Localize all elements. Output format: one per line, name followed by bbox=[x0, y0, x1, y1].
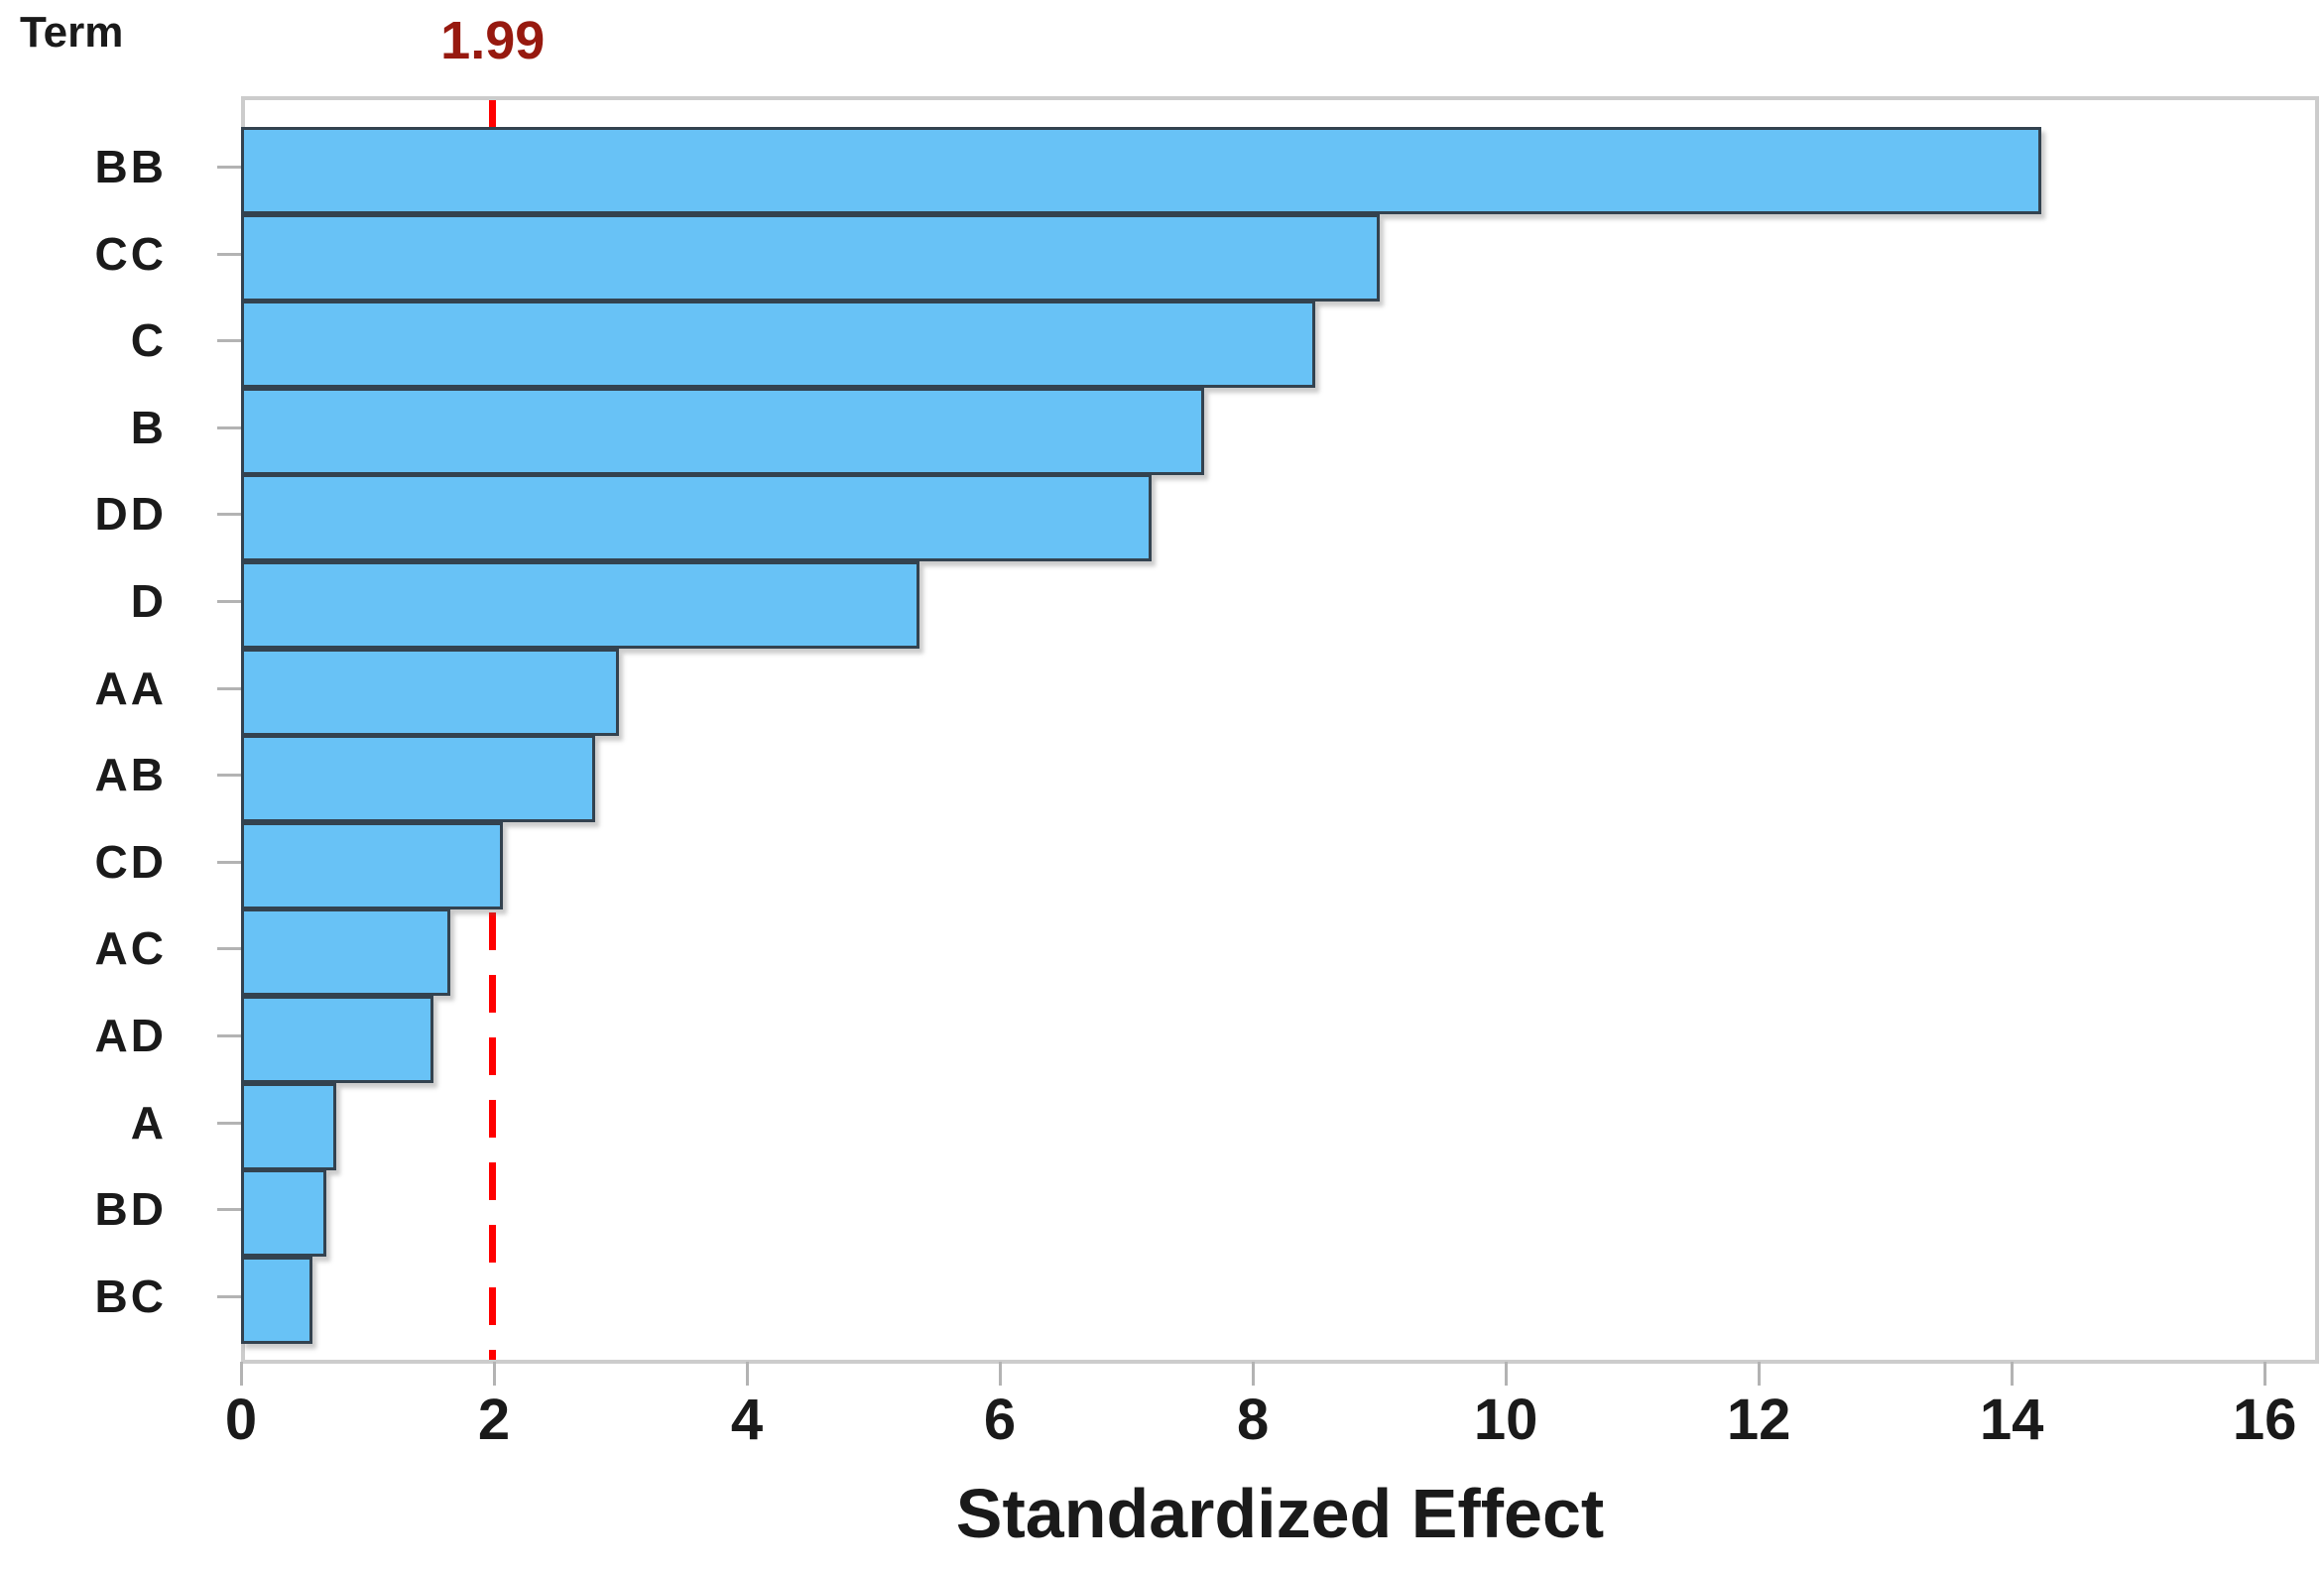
y-tick bbox=[217, 1208, 241, 1212]
bar-AC bbox=[241, 908, 450, 997]
x-tick-label-4: 4 bbox=[730, 1388, 764, 1452]
y-category-label-BC: BC bbox=[94, 1270, 167, 1322]
x-tick bbox=[2263, 1362, 2267, 1386]
bar-A bbox=[241, 1082, 336, 1170]
y-tick bbox=[217, 1034, 241, 1037]
bar-BD bbox=[241, 1169, 326, 1258]
y-tick bbox=[217, 425, 241, 429]
y-category-label-AC: AC bbox=[94, 922, 167, 975]
x-tick-label-0: 0 bbox=[224, 1388, 258, 1452]
y-category-label-AD: AD bbox=[94, 1010, 167, 1061]
y-tick bbox=[217, 860, 241, 864]
y-category-label-BD: BD bbox=[94, 1183, 167, 1236]
y-category-label-A: A bbox=[130, 1096, 167, 1149]
y-tick bbox=[217, 686, 241, 690]
bar-CC bbox=[241, 213, 1380, 302]
y-category-label-B: B bbox=[130, 401, 167, 453]
x-axis-title: Standardized Effect bbox=[955, 1475, 1605, 1552]
bar-BB bbox=[241, 127, 2041, 214]
y-tick bbox=[217, 166, 241, 169]
x-tick-label-6: 6 bbox=[983, 1388, 1017, 1452]
y-axis-title: Term bbox=[20, 8, 124, 57]
x-tick bbox=[999, 1362, 1003, 1386]
bar-C bbox=[241, 301, 1315, 389]
bar-AA bbox=[241, 648, 620, 736]
bar-CD bbox=[241, 821, 504, 909]
x-tick-label-16: 16 bbox=[2232, 1388, 2297, 1452]
x-tick bbox=[2011, 1362, 2015, 1386]
x-tick-label-8: 8 bbox=[1236, 1388, 1270, 1452]
y-tick bbox=[217, 252, 241, 256]
y-category-label-C: C bbox=[130, 314, 167, 367]
plot-area bbox=[241, 96, 2319, 1364]
y-category-label-CD: CD bbox=[94, 835, 167, 888]
x-tick bbox=[1758, 1362, 1762, 1386]
x-tick-label-10: 10 bbox=[1473, 1388, 1538, 1452]
y-category-label-DD: DD bbox=[94, 488, 167, 541]
x-tick bbox=[1505, 1362, 1509, 1386]
y-category-label-CC: CC bbox=[94, 227, 167, 280]
y-category-label-AB: AB bbox=[94, 749, 167, 801]
x-tick bbox=[493, 1362, 497, 1386]
x-tick bbox=[746, 1362, 750, 1386]
y-category-label-BB: BB bbox=[94, 141, 167, 192]
y-tick bbox=[217, 947, 241, 951]
x-tick-label-14: 14 bbox=[1979, 1388, 2044, 1452]
y-tick bbox=[217, 513, 241, 517]
y-tick bbox=[217, 1294, 241, 1298]
y-tick bbox=[217, 1121, 241, 1125]
bar-AD bbox=[241, 996, 433, 1083]
bar-DD bbox=[241, 474, 1153, 562]
bar-D bbox=[241, 561, 919, 649]
y-tick bbox=[217, 774, 241, 778]
reference-line-label: 1.99 bbox=[440, 11, 546, 70]
x-tick-label-2: 2 bbox=[477, 1388, 511, 1452]
bar-BC bbox=[241, 1256, 312, 1344]
bar-B bbox=[241, 387, 1204, 475]
y-category-label-D: D bbox=[130, 575, 167, 627]
x-tick bbox=[1252, 1362, 1256, 1386]
x-tick bbox=[240, 1362, 243, 1386]
y-tick bbox=[217, 600, 241, 603]
y-category-label-AA: AA bbox=[94, 662, 167, 714]
bar-AB bbox=[241, 735, 596, 823]
y-tick bbox=[217, 339, 241, 343]
x-tick-label-12: 12 bbox=[1726, 1388, 1791, 1452]
